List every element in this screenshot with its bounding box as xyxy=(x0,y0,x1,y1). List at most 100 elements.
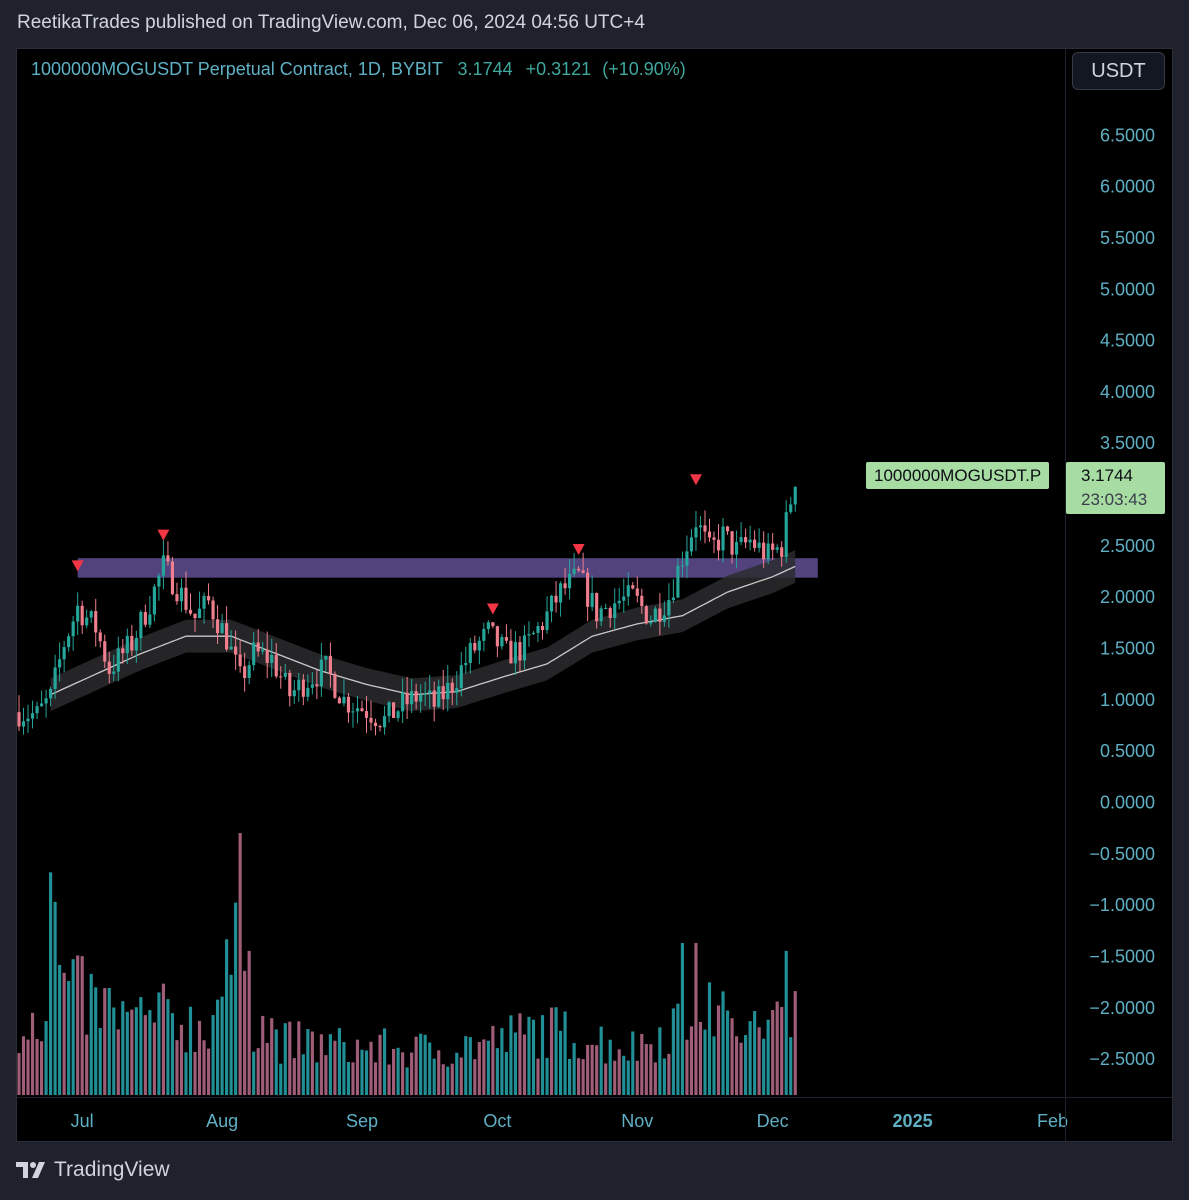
volume-bar xyxy=(477,1042,481,1095)
volume-bar xyxy=(662,1058,666,1095)
volume-bar xyxy=(215,999,220,1095)
candle xyxy=(698,525,703,528)
resistance-zone xyxy=(77,558,818,578)
volume-bar xyxy=(531,1019,536,1095)
candle xyxy=(604,608,608,610)
volume-bar xyxy=(134,1007,138,1095)
volume-bar xyxy=(225,939,229,1095)
candle xyxy=(333,673,337,698)
volume-bar xyxy=(292,1058,296,1095)
candle xyxy=(694,527,698,538)
volume-bar xyxy=(766,1019,770,1095)
candle xyxy=(549,595,554,612)
volume-bar xyxy=(410,1052,414,1095)
volume-bar xyxy=(595,1045,599,1095)
volume-bar xyxy=(423,1034,427,1095)
symbol-legend: 1000000MOGUSDT Perpetual Contract, 1D, B… xyxy=(31,59,686,80)
time-axis-tick: 2025 xyxy=(893,1111,933,1131)
volume-bar xyxy=(468,1037,472,1095)
candle xyxy=(716,539,721,551)
candle xyxy=(784,512,788,557)
volume-bar xyxy=(220,996,224,1095)
volume-bar xyxy=(112,1007,116,1095)
candle xyxy=(396,711,400,718)
candle xyxy=(265,649,269,663)
candle xyxy=(482,628,486,641)
candle xyxy=(26,718,30,722)
price-axis-tick: 3.5000 xyxy=(1100,433,1155,453)
candle xyxy=(392,702,396,718)
volume-bar xyxy=(437,1050,441,1095)
candle xyxy=(382,716,387,728)
candle xyxy=(432,690,436,707)
volume-bar xyxy=(21,1036,26,1095)
volume-bar xyxy=(676,1003,680,1095)
candle xyxy=(134,637,138,651)
volume-bar xyxy=(71,959,75,1095)
candle xyxy=(500,637,504,647)
candle xyxy=(577,568,581,571)
sell-marker xyxy=(689,474,702,486)
candle xyxy=(315,684,319,687)
volume-bar xyxy=(369,1041,373,1095)
price-chart[interactable]: 6.5000 6.0000 5.5000 5.0000 4.5000 4.0000 3.50… xyxy=(17,49,1173,1142)
time-axis-tick: Dec xyxy=(757,1111,789,1131)
volume-bar xyxy=(161,983,165,1095)
volume-bar xyxy=(730,1018,734,1095)
volume-bar xyxy=(17,1053,21,1095)
candle xyxy=(270,654,274,663)
price-axis-tick: −0.5000 xyxy=(1089,844,1155,864)
candle xyxy=(509,640,513,664)
volume-bar xyxy=(455,1052,459,1095)
volume-bar xyxy=(464,1036,468,1095)
candle xyxy=(558,583,563,603)
candle xyxy=(49,688,53,699)
chart-frame[interactable]: 6.5000 6.0000 5.5000 5.0000 4.5000 4.0000 3.50… xyxy=(16,48,1173,1142)
candle xyxy=(491,622,495,627)
volume-bar xyxy=(80,956,84,1095)
candle xyxy=(590,592,594,607)
price-axis-tick: 4.5000 xyxy=(1100,331,1155,351)
volume-bar xyxy=(545,1057,549,1095)
volume-bar xyxy=(188,1006,193,1095)
volume-bar xyxy=(179,1024,184,1095)
volume-bar xyxy=(310,1031,314,1095)
currency-button[interactable]: USDT xyxy=(1072,52,1165,90)
volume-bar xyxy=(613,1060,617,1095)
time-axis-tick: Nov xyxy=(621,1111,653,1131)
candle xyxy=(721,526,725,551)
volume-bar xyxy=(98,1027,102,1095)
candle xyxy=(351,711,355,713)
volume-bar xyxy=(306,1029,310,1095)
volume-bar xyxy=(252,1051,256,1095)
last-price-tag: 3.1744 23:03:43 xyxy=(1066,462,1165,514)
candle xyxy=(599,608,603,622)
volume-bar xyxy=(784,950,788,1095)
price-axis-tick: 2.0000 xyxy=(1100,587,1155,607)
candle xyxy=(193,613,197,619)
candle xyxy=(360,708,364,712)
ema-line xyxy=(50,565,796,696)
candle xyxy=(139,612,143,638)
price-axis-divider xyxy=(1065,49,1066,1141)
footer-brand[interactable]: TradingView xyxy=(16,1158,170,1182)
sell-marker xyxy=(157,529,170,541)
price-axis-tick: 6.5000 xyxy=(1100,125,1155,145)
bar-countdown: 23:03:43 xyxy=(1081,490,1148,509)
candle xyxy=(581,570,585,573)
candle xyxy=(793,487,797,505)
candle xyxy=(572,568,576,574)
volume-bar xyxy=(58,964,62,1095)
candle xyxy=(762,542,766,560)
price-axis-tick: 4.0000 xyxy=(1100,382,1155,402)
volume-bar xyxy=(739,1042,743,1095)
candle xyxy=(680,565,684,567)
candle xyxy=(67,636,71,648)
volume-bar xyxy=(351,1062,355,1095)
candle xyxy=(504,637,508,641)
volume-bar xyxy=(301,1054,305,1095)
candle xyxy=(342,696,346,704)
time-axis-tick: Oct xyxy=(483,1111,511,1131)
candle xyxy=(130,635,134,651)
volume-bar xyxy=(590,1044,594,1095)
